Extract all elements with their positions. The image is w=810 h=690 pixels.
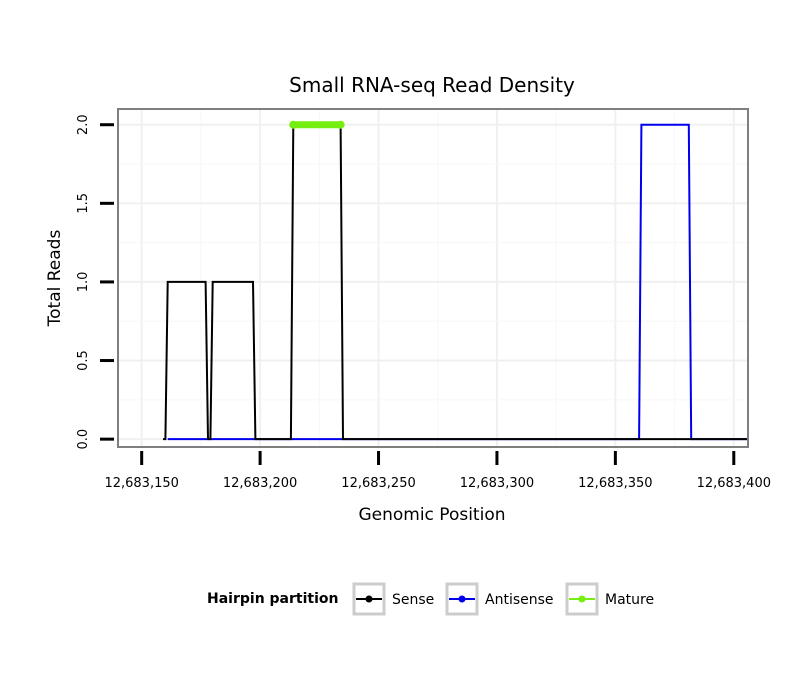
x-tick-label: 12,683,350 — [578, 476, 652, 491]
y-tick-label: 1.5 — [76, 193, 91, 214]
grid-lines — [118, 109, 748, 447]
y-tick-label: 1.0 — [76, 272, 91, 293]
x-tick-label: 12,683,200 — [223, 476, 297, 491]
chart-title: Small RNA-seq Read Density — [289, 73, 575, 97]
axes: 12,683,150 12,683,200 12,683,250 12,683,300… — [76, 114, 771, 491]
x-axis-title: Genomic Position — [358, 505, 505, 525]
legend-label-mature: Mature — [605, 592, 654, 608]
y-tick-label: 2.0 — [76, 114, 91, 135]
x-tick-label: 12,683,300 — [460, 476, 534, 491]
legend-key-point — [578, 595, 586, 603]
plot-panel-border — [117, 108, 749, 448]
series-point-mature — [289, 120, 298, 129]
series-line-sense — [163, 123, 748, 441]
y-tick-label: 0.5 — [76, 350, 91, 371]
legend: Hairpin partition Sense Antisense Mature — [207, 582, 654, 616]
y-axis-title: Total Reads — [45, 230, 65, 328]
series-lines — [163, 120, 748, 441]
legend-key-point — [458, 595, 466, 603]
legend-key-point — [365, 595, 373, 603]
legend-title: Hairpin partition — [207, 591, 338, 607]
x-tick-label: 12,683,400 — [697, 476, 771, 491]
x-tick-label: 12,683,250 — [341, 476, 415, 491]
series-point-mature — [336, 120, 345, 129]
legend-label-sense: Sense — [392, 592, 434, 608]
legend-label-antisense: Antisense — [485, 592, 554, 608]
x-tick-label: 12,683,150 — [104, 476, 178, 491]
y-tick-label: 0.0 — [76, 429, 91, 450]
